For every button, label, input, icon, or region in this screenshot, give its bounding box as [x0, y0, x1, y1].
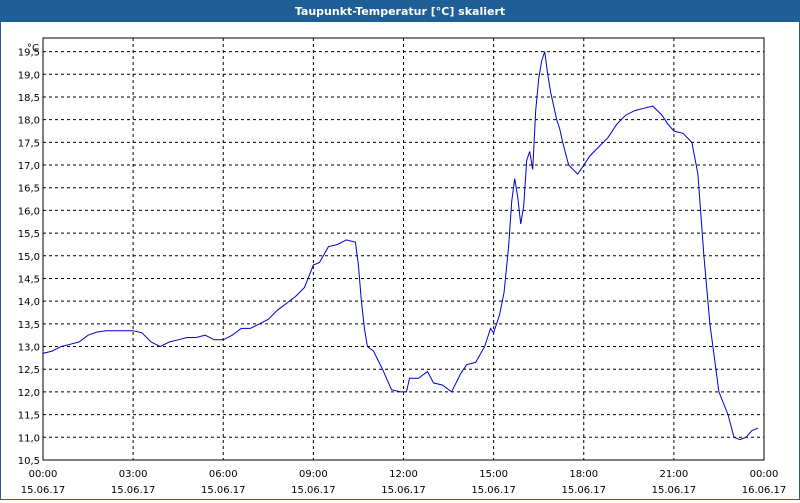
- y-tick-label: 14,5: [18, 274, 40, 285]
- window-title: Taupunkt-Temperatur [°C] skaliert: [1, 1, 799, 22]
- x-tick-time-label: 03:00: [119, 469, 148, 480]
- x-tick-date-label: 15.06.17: [111, 485, 156, 496]
- x-tick-date-label: 16.06.17: [742, 485, 787, 496]
- y-tick-label: 11,5: [18, 411, 40, 422]
- y-tick-label: 16,0: [18, 206, 40, 217]
- y-axis-unit-label: °C: [27, 43, 39, 54]
- y-tick-label: 19,0: [18, 70, 40, 81]
- x-tick-date-label: 15.06.17: [201, 485, 246, 496]
- grid-lines: [43, 38, 764, 460]
- y-tick-label: 13,0: [18, 343, 40, 354]
- y-tick-label: 17,5: [18, 138, 40, 149]
- y-tick-label: 16,5: [18, 184, 40, 195]
- y-tick-label: 15,0: [18, 252, 40, 263]
- y-tick-label: 12,5: [18, 365, 40, 376]
- y-tick-label: 12,0: [18, 388, 40, 399]
- x-tick-time-label: 09:00: [299, 469, 328, 480]
- x-tick-time-label: 12:00: [389, 469, 418, 480]
- x-tick-time-label: 00:00: [750, 469, 779, 480]
- y-tick-label: 18,5: [18, 93, 40, 104]
- plot-area: 10,5 11,0 11,5 12,0 12,5 13,0 13,5 14,0 14,5 15,0…: [1, 22, 799, 499]
- x-tick-date-label: 15.06.17: [381, 485, 426, 496]
- y-tick-label: 10,5: [18, 456, 40, 467]
- y-tick-label: 14,0: [18, 297, 40, 308]
- dewpoint-chart: 10,5 11,0 11,5 12,0 12,5 13,0 13,5 14,0 14,5 15,0…: [18, 37, 787, 496]
- y-tick-label: 18,0: [18, 116, 40, 127]
- y-tick-label: 17,0: [18, 161, 40, 172]
- y-axis-ticks: 10,5 11,0 11,5 12,0 12,5 13,0 13,5 14,0 14,5 15,0…: [18, 48, 40, 467]
- series-layer: [42, 51, 759, 441]
- x-tick-time-label: 15:00: [479, 469, 508, 480]
- x-tick-date-label: 15.06.17: [652, 485, 697, 496]
- y-tick-label: 11,0: [18, 433, 40, 444]
- dewpoint-series-line: [42, 51, 759, 441]
- x-tick-date-label: 15.06.17: [291, 485, 336, 496]
- x-tick-date-label: 15.06.17: [21, 485, 66, 496]
- x-axis-ticks: 00:00 15.06.17 03:00 15.06.17 06:00 15.06.17 0…: [21, 469, 787, 496]
- plot-frame: [42, 37, 765, 461]
- x-tick-time-label: 00:00: [29, 469, 58, 480]
- x-tick-time-label: 06:00: [209, 469, 238, 480]
- x-tick-time-label: 18:00: [569, 469, 598, 480]
- y-tick-label: 15,5: [18, 229, 40, 240]
- y-tick-label: 13,5: [18, 320, 40, 331]
- y-tick-label: 19,5: [18, 48, 40, 59]
- x-tick-time-label: 21:00: [659, 469, 688, 480]
- x-tick-date-label: 15.06.17: [561, 485, 606, 496]
- x-tick-date-label: 15.06.17: [471, 485, 516, 496]
